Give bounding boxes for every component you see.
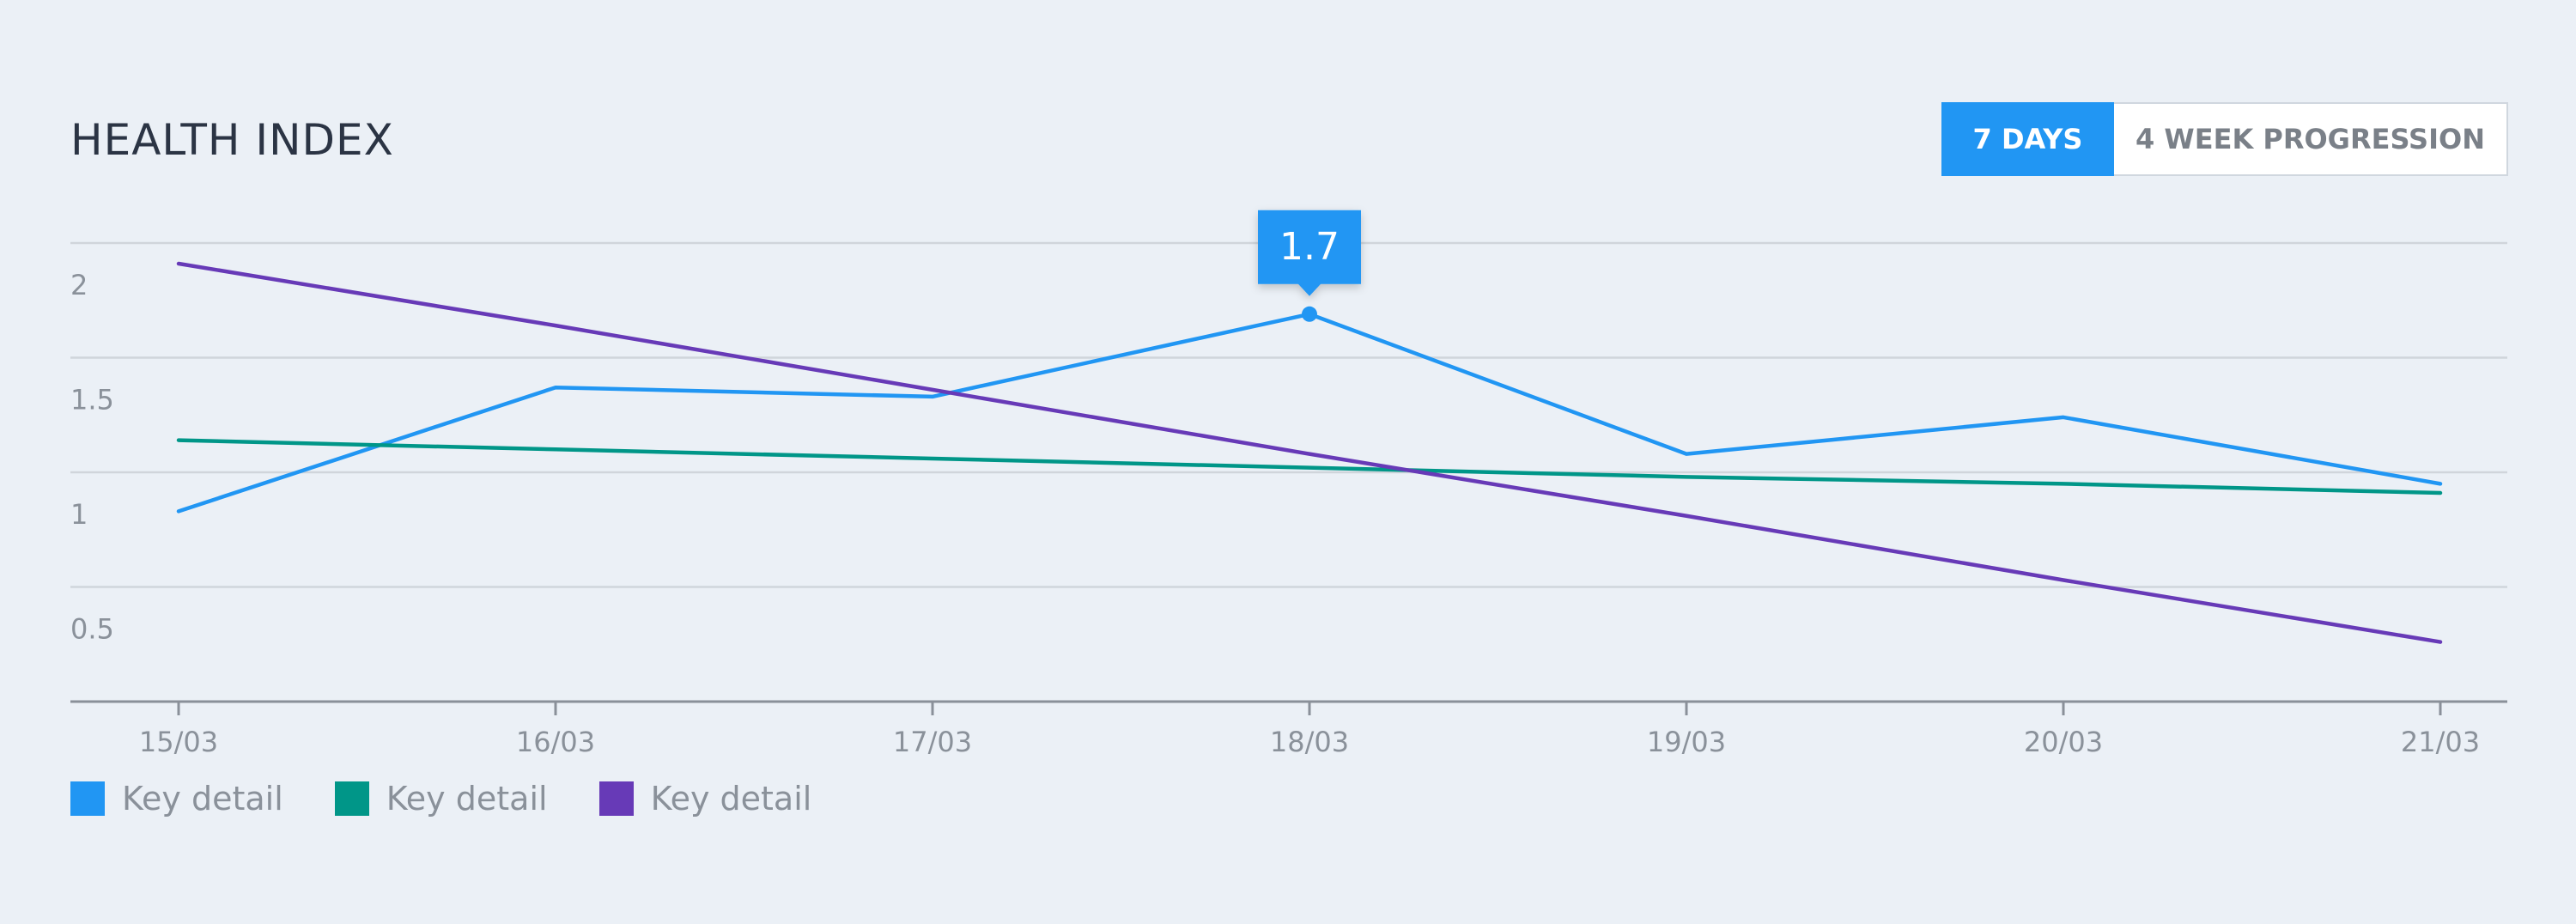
gridlines: 0.5 1 1.5 2: [70, 241, 2507, 646]
tooltip-bubble: [1258, 210, 1361, 296]
legend-label: Key detail: [650, 780, 812, 818]
x-tick-label: 15/03: [139, 726, 218, 756]
legend-swatch: [70, 781, 105, 816]
legend-item-3: Key detail: [598, 780, 812, 818]
x-tick-label: 19/03: [1647, 726, 1726, 756]
legend-item-2: Key detail: [334, 780, 548, 818]
legend-label: Key detail: [386, 780, 548, 818]
legend-swatch: [334, 781, 369, 816]
y-tick-label: 2: [70, 269, 88, 301]
y-tick-label: 1.5: [70, 384, 114, 416]
tooltip-pointer: [1297, 283, 1321, 296]
tooltip-box: [1258, 210, 1361, 284]
tooltip-value: 1.7: [1279, 225, 1340, 269]
x-tick-label: 18/03: [1270, 726, 1349, 756]
x-tick-label: 21/03: [2401, 726, 2480, 756]
x-axis: 15/03 16/03 17/03 18/03 19/03 20/03 21/03: [70, 700, 2507, 756]
legend-label: Key detail: [122, 780, 283, 818]
legend-swatch: [598, 781, 634, 816]
legend-item-1: Key detail: [70, 780, 283, 818]
x-tick-label: 17/03: [893, 726, 972, 756]
period-toggle: 7 DAYS 4 WEEK PROGRESSION: [1941, 102, 2508, 176]
line-chart: 0.5 1 1.5 2 15/03 16/03 17/03 18/03 19/03 20/03 2…: [70, 210, 2507, 756]
tooltip: 1.7: [1258, 210, 1361, 296]
series-lines: [176, 261, 2443, 644]
series-line-3: [176, 261, 2443, 644]
series-line-1: [176, 312, 2443, 514]
y-tick-label: 1: [70, 498, 88, 531]
x-tick-label: 16/03: [516, 726, 595, 756]
tab-7-days[interactable]: 7 DAYS: [1941, 102, 2114, 176]
y-tick-label: 0.5: [70, 613, 114, 646]
legend: Key detail Key detail Key detail: [70, 780, 863, 818]
series-line-2: [176, 438, 2443, 495]
x-tick-label: 20/03: [2024, 726, 2103, 756]
page-title: HEALTH INDEX: [70, 115, 394, 165]
tab-4-week-progression[interactable]: 4 WEEK PROGRESSION: [2114, 104, 2506, 174]
highlighted-point: [1302, 306, 1317, 322]
